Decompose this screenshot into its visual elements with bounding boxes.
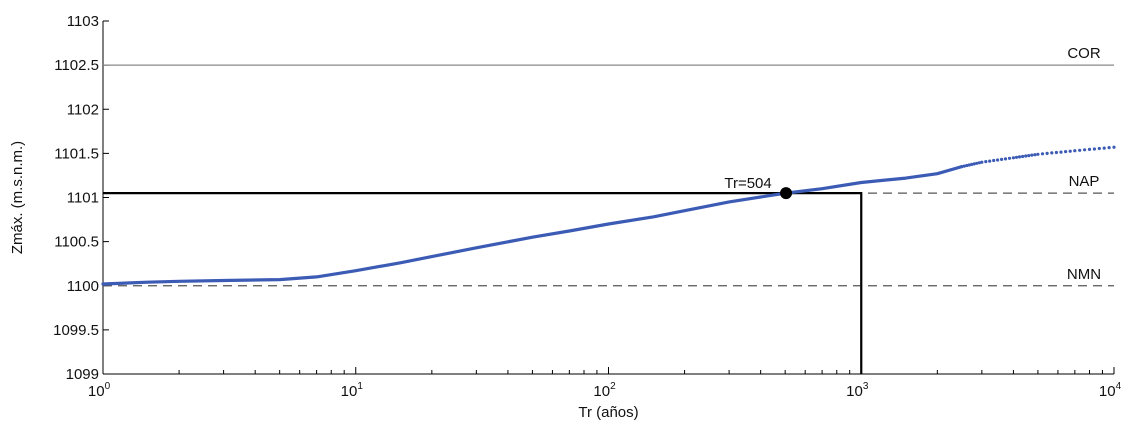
series-point (1045, 151, 1049, 155)
series-point (962, 164, 966, 168)
series-point (1011, 156, 1016, 160)
series-point (984, 160, 988, 164)
y-tick-label: 1102.5 (54, 57, 99, 74)
series-point (1068, 149, 1072, 153)
y-tick-label: 1099 (66, 366, 99, 383)
x-tick-exponent: 4 (1116, 381, 1122, 392)
y-tick-label: 1103 (67, 13, 99, 30)
reference-label-nap: NAP (1069, 173, 1100, 190)
reference-label-cor: COR (1067, 45, 1101, 62)
series-point (1003, 157, 1008, 161)
reference-label-nmn: NMN (1067, 266, 1101, 283)
x-axis-title: Tr (años) (578, 404, 638, 421)
series-point (972, 162, 976, 166)
x-tick-base: 10 (88, 383, 105, 400)
series-point (970, 162, 974, 166)
series-point (1014, 155, 1019, 159)
series-point (1102, 146, 1106, 150)
series-point (975, 161, 979, 165)
x-tick-base: 10 (341, 383, 358, 400)
series-point (1073, 149, 1077, 153)
series-point (960, 165, 964, 169)
series-point (1007, 156, 1012, 160)
x-tick-exponent: 3 (863, 381, 869, 392)
series-point (1083, 148, 1087, 152)
series-point (1050, 151, 1054, 155)
series-point (1040, 152, 1045, 156)
series-point (1027, 154, 1031, 158)
x-tick-exponent: 1 (357, 381, 363, 392)
y-tick-label: 1099.5 (53, 322, 99, 339)
series-point (1078, 148, 1082, 152)
series-line (101, 165, 964, 286)
series-point (1000, 157, 1004, 161)
y-axis-title: Zmáx. (m.s.n.m.) (9, 141, 26, 254)
y-tick-label: 1101.5 (54, 145, 99, 162)
series-point (1017, 155, 1022, 159)
series-point (1036, 152, 1040, 156)
series-point (1033, 153, 1037, 157)
tr-marker-label: Tr=504 (724, 175, 771, 192)
series-point (1097, 146, 1101, 151)
y-tick-label: 1100 (67, 278, 99, 295)
series-point (996, 158, 1000, 162)
x-tick-exponent: 2 (610, 381, 616, 392)
x-tick-base: 10 (593, 383, 610, 400)
series-point (1087, 147, 1092, 151)
series-point (1059, 150, 1063, 154)
x-tick-label: 103 (846, 381, 869, 400)
x-tick-label: 101 (341, 381, 364, 400)
series-point (980, 160, 984, 164)
series-point (965, 163, 969, 168)
y-tick-label: 1101 (67, 190, 99, 207)
series-point (1107, 146, 1111, 150)
y-tick-label: 1102 (67, 101, 99, 118)
y-tick-label: 1100.5 (54, 234, 99, 251)
series-point (1092, 147, 1096, 151)
x-tick-base: 10 (1099, 383, 1116, 400)
plot-area: 10991099.511001100.511011101.511021102.5… (9, 13, 1122, 421)
series-point (1024, 154, 1028, 158)
design-level-lines (103, 191, 863, 374)
series-point (967, 163, 971, 167)
series-point (1030, 153, 1034, 157)
series-point (977, 161, 981, 165)
tr-marker-point (780, 187, 793, 200)
series-point (1112, 145, 1116, 149)
x-tick-exponent: 0 (105, 381, 111, 392)
series-point (1064, 150, 1068, 154)
series-point (988, 159, 992, 163)
series-point (1021, 154, 1025, 159)
series-point (1054, 150, 1058, 155)
x-tick-base: 10 (846, 383, 863, 400)
x-tick-label: 100 (88, 381, 111, 400)
x-tick-label: 104 (1099, 381, 1122, 400)
x-tick-label: 102 (593, 381, 616, 400)
series-point (992, 158, 996, 163)
